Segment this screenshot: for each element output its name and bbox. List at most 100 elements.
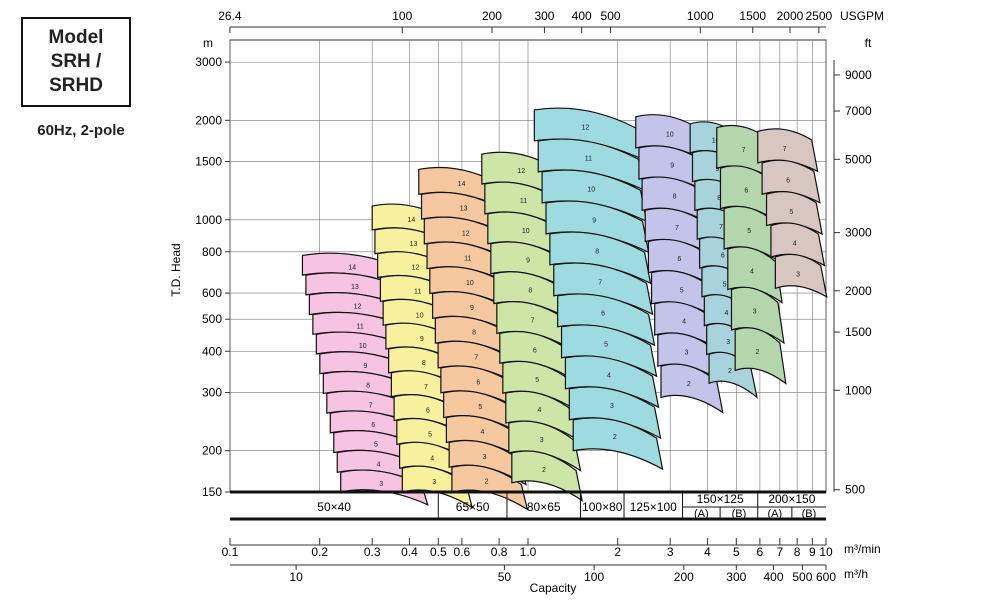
bottom-m3min-label: 2 (614, 545, 621, 559)
stage-label: 2 (613, 434, 617, 441)
stage-label: 4 (377, 461, 381, 468)
model-name-label: 200×150 (768, 492, 815, 506)
bottom-unit-m3h: m³/h (844, 567, 868, 581)
stage-label: 14 (348, 264, 356, 271)
stage-label: 2 (728, 368, 732, 375)
left-tick-label: 800 (202, 245, 222, 259)
bottom-m3min-label: 0.3 (364, 545, 381, 559)
bottom-m3h-label: 400 (764, 570, 784, 584)
left-tick-label: 600 (202, 286, 222, 300)
left-tick-label: 3000 (195, 55, 222, 69)
left-tick-label: 400 (202, 344, 222, 358)
top-tick-label: 500 (601, 9, 621, 23)
left-tick-label: 500 (202, 312, 222, 326)
model-sub-label: (B) (802, 508, 817, 520)
stage-label: 2 (485, 479, 489, 486)
stage-label: 13 (351, 284, 359, 291)
bottom-m3min-label: 6 (757, 545, 764, 559)
stage-label: 8 (366, 383, 370, 390)
bottom-m3h-label: 10 (289, 570, 303, 584)
left-tick-label: 2000 (195, 113, 222, 127)
stage-label: 6 (476, 379, 480, 386)
right-tick-label: 1500 (845, 325, 872, 339)
right-tick-label: 3000 (845, 226, 872, 240)
model-region: 7 6 5 4 3 (757, 128, 828, 299)
stage-label: 6 (677, 256, 681, 263)
stage-label: 6 (786, 178, 790, 185)
top-tick-label: 300 (534, 9, 554, 23)
stage-label: 12 (517, 168, 525, 175)
bottom-m3min-label: 10 (819, 545, 833, 559)
bottom-m3h-label: 50 (498, 570, 512, 584)
stage-label: 3 (483, 454, 487, 461)
stage-label: 11 (585, 155, 592, 162)
model-label-line2: SRH / (50, 51, 102, 72)
left-tick-label: 200 (202, 444, 222, 458)
stage-label: 7 (474, 355, 478, 362)
model-label-box: Model SRH / SRHD (21, 17, 131, 107)
stage-label: 2 (542, 467, 546, 474)
stage-label: 3 (685, 350, 689, 357)
top-tick-label: 2000 (777, 9, 804, 23)
right-axis-unit: ft (865, 36, 872, 50)
stage-label: 4 (537, 407, 541, 414)
bottom-m3min-label: 1.0 (520, 545, 537, 559)
right-tick-label: 5000 (845, 152, 872, 166)
stage-band (511, 450, 583, 502)
stage-label: 11 (357, 323, 364, 330)
model-name-label: 65×50 (456, 500, 490, 514)
model-label-line1: Model (48, 27, 104, 48)
bottom-m3min-label: 0.8 (491, 545, 508, 559)
top-axis-unit: USGPM (840, 9, 884, 23)
top-tick-label: 2500 (806, 9, 833, 23)
left-tick-label: 1000 (195, 213, 222, 227)
bottom-m3h-label: 600 (816, 570, 836, 584)
stage-label: 6 (426, 408, 430, 415)
stage-label: 5 (604, 341, 608, 348)
stage-label: 7 (598, 279, 602, 286)
stage-label: 6 (533, 347, 537, 354)
stage-label: 10 (416, 312, 424, 319)
right-tick-label: 500 (845, 483, 865, 497)
stage-label: 5 (747, 228, 751, 235)
model-regions: 14 13 12 11 10 9 8 7 6 5 4 3 14 13 12 11 10 9 8 7 6 5 4 3 14 13 12… (301, 107, 828, 511)
stage-label: 10 (666, 131, 674, 138)
stage-band (660, 363, 724, 414)
stage-label: 12 (462, 230, 470, 237)
stage-label: 7 (742, 147, 746, 154)
stage-label: 8 (528, 288, 532, 295)
stage-label: 13 (460, 206, 468, 213)
model-sub-label: (A) (767, 508, 782, 520)
model-name-label: 80×65 (527, 500, 561, 514)
stage-label: 5 (428, 431, 432, 438)
stage-label: 5 (535, 377, 539, 384)
stage-label: 7 (719, 224, 723, 231)
bottom-m3min-label: 0.5 (430, 545, 447, 559)
stage-label: 14 (408, 217, 416, 224)
stage-label: 5 (374, 442, 378, 449)
model-label-line3: SRHD (49, 75, 103, 96)
stage-label: 3 (432, 479, 436, 486)
stage-label: 12 (412, 265, 420, 272)
x-axis-label: Capacity (530, 581, 577, 595)
stage-label: 4 (430, 455, 434, 462)
stage-band (451, 464, 529, 511)
right-tick-label: 7000 (845, 104, 872, 118)
stage-label: 10 (466, 280, 474, 287)
stage-label: 10 (712, 137, 720, 144)
axes: 3000 2000 1500 1000 800 600 500 400 300 200 150 0.1… (195, 9, 872, 584)
stage-label: 8 (422, 360, 426, 367)
stage-label: 10 (587, 186, 595, 193)
stage-label: 8 (717, 195, 721, 202)
stage-label: 6 (721, 253, 725, 260)
bottom-m3h-label: 200 (674, 570, 694, 584)
stage-label: 10 (522, 228, 530, 235)
stage-label: 3 (796, 272, 800, 279)
stage-label: 5 (680, 287, 684, 294)
stage-band (734, 327, 787, 385)
stage-label: 5 (478, 404, 482, 411)
bottom-m3min-label: 7 (776, 545, 783, 559)
stage-label: 3 (753, 309, 757, 316)
bottom-m3h-label: 100 (584, 570, 604, 584)
